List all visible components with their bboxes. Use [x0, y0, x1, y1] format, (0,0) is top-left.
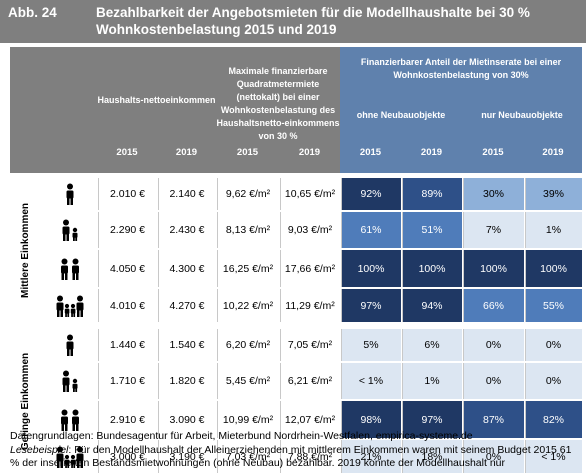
income-cell: 1.440 € [97, 329, 157, 361]
share-cell: 39% [524, 178, 582, 210]
year-header: 2019 [175, 146, 198, 158]
share-cell: 92% [340, 178, 401, 210]
share-cell: 66% [462, 289, 524, 322]
share-cell: 0% [524, 363, 582, 399]
rent-cell: 10,22 €/m² [216, 289, 279, 322]
year-header: 2015 [236, 146, 259, 158]
rent-header: Maximale finanzierbare Quadratmetermiete… [216, 66, 340, 141]
year-header: 2019 [298, 146, 321, 158]
income-cell: 4.050 € [97, 250, 157, 287]
income-cell: 4.270 € [157, 289, 216, 322]
share-cell: 100% [524, 250, 582, 287]
rent-cell: 6,21 €/m² [279, 363, 340, 399]
share-cell: 0% [462, 440, 524, 473]
share-cell: 61% [340, 212, 401, 248]
affordability-table: Haushalts-nettoeinkommen Maximale finanzi… [10, 47, 582, 473]
share-cell: 89% [401, 178, 462, 210]
rent-cell: 12,07 €/m² [279, 401, 340, 438]
income-cell: 1.540 € [157, 329, 216, 361]
share-cell: 100% [340, 250, 401, 287]
share-cell: 100% [462, 250, 524, 287]
income-cell: 2.010 € [97, 178, 157, 210]
figure-title: Bezahlbarkeit der Angebotsmieten für die… [96, 5, 530, 37]
share-cell: 51% [401, 212, 462, 248]
single-parent-one-child-icon [42, 363, 97, 399]
rent-cell: 6,20 €/m² [216, 329, 279, 361]
share-only-header: nur Neubauobjekte [481, 109, 563, 120]
reading-example-text: : Für den Modellhaushalt der Alleinerzie… [10, 443, 572, 470]
share-cell: 94% [401, 289, 462, 322]
reading-example: Lesebeispiel: Für den Modellhaushalt der… [10, 444, 582, 471]
couple-two-children-icon [42, 289, 97, 322]
rent-cell: 8,13 €/m² [216, 212, 279, 248]
income-cell: 2.910 € [97, 401, 157, 438]
year-header: 2015 [482, 146, 504, 158]
year-header: 2019 [420, 146, 443, 158]
share-cell: 55% [524, 289, 582, 322]
couple-icon [42, 250, 97, 287]
income-cell: 1.820 € [157, 363, 216, 399]
rent-cell: 16,25 €/m² [216, 250, 279, 287]
share-cell: 98% [340, 401, 401, 438]
year-header: 2015 [116, 146, 138, 158]
income-cell: 1.710 € [97, 363, 157, 399]
source-note: Datengrundlagen: Bundesagentur für Arbei… [10, 430, 473, 442]
income-header: Haushalts-nettoeinkommen [97, 94, 216, 105]
share-cell: 97% [401, 401, 462, 438]
share-cell: 0% [462, 363, 524, 399]
header-bg-share [340, 47, 582, 173]
single-parent-one-child-icon [42, 212, 97, 248]
year-header: 2019 [542, 146, 564, 158]
share-cell: 30% [462, 178, 524, 210]
rent-cell: 7,88 €/m² [279, 440, 340, 473]
share-cell: 97% [340, 289, 401, 322]
share-cell: 0% [524, 329, 582, 361]
group-label: Geringe Einkommen [10, 329, 42, 473]
share-cell: 6% [401, 329, 462, 361]
share-cell: 100% [401, 250, 462, 287]
rent-cell: 10,65 €/m² [279, 178, 340, 210]
rent-cell: 7,05 €/m² [279, 329, 340, 361]
reading-example-label: Lesebeispiel [10, 443, 69, 456]
income-cell: 3.000 € [97, 440, 157, 473]
share-cell: 21% [340, 440, 401, 473]
rent-cell: 5,45 €/m² [216, 363, 279, 399]
share-cell: < 1% [524, 440, 582, 473]
single-adult-icon [42, 178, 97, 210]
share-cell: 82% [524, 401, 582, 438]
income-cell: 4.010 € [97, 289, 157, 322]
header-bg-left [10, 47, 340, 173]
share-cell: 0% [462, 329, 524, 361]
income-cell: 2.430 € [157, 212, 216, 248]
rent-cell: 7,03 €/m² [216, 440, 279, 473]
share-cell: 7% [462, 212, 524, 248]
share-cell: 5% [340, 329, 401, 361]
share-cell: 1% [401, 363, 462, 399]
share-cell: 18% [401, 440, 462, 473]
couple-two-children-icon [42, 440, 97, 473]
figure-header: Abb. 24 Bezahlbarkeit der Angebotsmieten… [0, 0, 586, 43]
rent-cell: 17,66 €/m² [279, 250, 340, 287]
figure-footer: Datengrundlagen: Bundesagentur für Arbei… [10, 430, 582, 471]
income-cell: 4.300 € [157, 250, 216, 287]
income-cell: 3.190 € [157, 440, 216, 473]
share-header: Finanzierbarer Anteil der Mietinserate b… [360, 57, 562, 80]
figure-number: Abb. 24 [8, 5, 57, 20]
share-cell: < 1% [340, 363, 401, 399]
share-excl-header: ohne Neubauobjekte [356, 109, 446, 120]
rent-cell: 9,62 €/m² [216, 178, 279, 210]
share-cell: 1% [524, 212, 582, 248]
rent-cell: 10,99 €/m² [216, 401, 279, 438]
group-label: Mittlere Einkommen [10, 178, 42, 322]
year-header: 2015 [359, 146, 382, 158]
couple-icon [42, 401, 97, 438]
income-cell: 3.090 € [157, 401, 216, 438]
rent-cell: 9,03 €/m² [279, 212, 340, 248]
group-label-text: Mittlere Einkommen [20, 202, 32, 298]
share-cell: 87% [462, 401, 524, 438]
income-cell: 2.290 € [97, 212, 157, 248]
single-adult-icon [42, 329, 97, 361]
income-cell: 2.140 € [157, 178, 216, 210]
rent-cell: 11,29 €/m² [279, 289, 340, 322]
